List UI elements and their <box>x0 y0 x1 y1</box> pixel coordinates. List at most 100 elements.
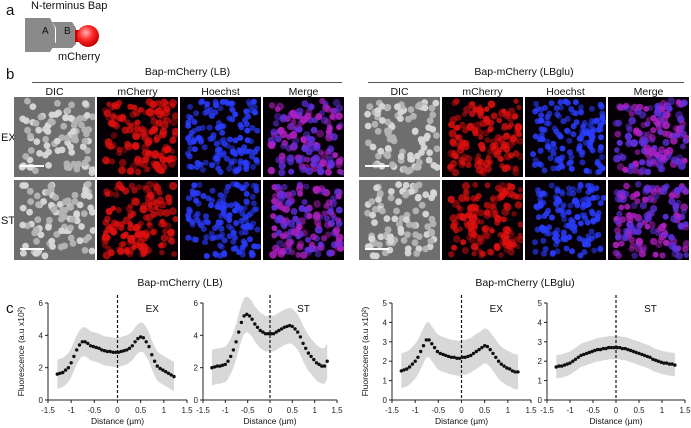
cell-mark <box>321 210 328 217</box>
cell-mark <box>628 162 635 170</box>
data-point <box>593 348 597 353</box>
cell-mark <box>461 111 468 117</box>
cell-mark <box>476 110 482 117</box>
cell-mark <box>160 234 169 242</box>
cell-mark <box>109 158 116 165</box>
cell-mark <box>228 160 235 167</box>
cell-mark <box>559 164 566 170</box>
cell-mark <box>335 220 343 228</box>
y-tick-label: 0 <box>194 396 199 405</box>
cell-mark <box>332 98 341 107</box>
cell-mark <box>535 214 542 221</box>
cell-mark <box>613 147 620 153</box>
cell-mark <box>646 157 653 165</box>
cell-mark <box>227 202 234 209</box>
cell-mark <box>433 132 440 139</box>
cell-mark <box>648 134 656 142</box>
cell-mark <box>67 114 75 122</box>
cell-mark <box>78 223 85 230</box>
data-point <box>212 365 217 369</box>
y-tick-label: 6 <box>39 299 44 308</box>
data-point <box>662 361 666 365</box>
cell-mark <box>503 152 512 161</box>
cell-mark <box>481 224 490 233</box>
cell-mark <box>594 213 601 220</box>
cell-mark <box>448 251 455 258</box>
cell-mark <box>106 101 112 107</box>
cell-mark <box>162 228 169 235</box>
cell-mark <box>467 219 476 227</box>
cell-mark <box>146 188 153 195</box>
cell-mark <box>384 226 392 234</box>
mcherry-shape <box>77 25 99 47</box>
cell-mark <box>300 136 307 143</box>
cell-mark <box>289 109 297 118</box>
cell-mark <box>320 116 329 124</box>
data-point <box>293 327 297 331</box>
cell-mark <box>254 226 261 233</box>
cell-mark <box>416 158 423 166</box>
micrograph-hoechst-ex <box>180 97 261 177</box>
cell-mark <box>634 228 642 236</box>
data-point <box>516 370 520 374</box>
cell-mark <box>536 161 543 167</box>
cell-mark <box>472 130 479 137</box>
cell-mark <box>578 109 584 116</box>
cell-mark <box>232 166 238 173</box>
cell-mark <box>539 224 545 231</box>
panel-b-letter: b <box>6 66 15 83</box>
construct-title: N-terminus Bap <box>31 0 108 12</box>
data-point <box>416 355 420 359</box>
cell-mark <box>145 166 151 172</box>
panel-a-letter: a <box>6 2 15 19</box>
data-point <box>169 373 173 377</box>
data-point <box>673 363 677 367</box>
cell-mark <box>487 119 495 127</box>
cell-mark <box>465 162 472 169</box>
cell-mark <box>159 249 165 256</box>
data-point <box>288 323 292 328</box>
cell-mark <box>247 236 253 243</box>
micrograph-merge-ex <box>263 97 344 177</box>
cell-mark <box>532 239 538 246</box>
cell-mark <box>599 114 606 121</box>
cell-mark <box>628 111 635 117</box>
cell-mark <box>384 118 392 126</box>
cell-mark <box>581 249 588 256</box>
cell-mark <box>418 139 426 146</box>
cell-mark <box>466 234 473 241</box>
cell-mark <box>196 181 203 188</box>
cell-mark <box>530 151 536 158</box>
data-point <box>229 354 233 359</box>
data-point <box>133 340 137 344</box>
cell-mark <box>632 168 639 175</box>
data-point <box>402 368 406 372</box>
cell-mark <box>647 194 655 202</box>
cell-mark <box>19 182 27 189</box>
cell-mark <box>612 119 620 127</box>
cell-mark <box>209 235 216 242</box>
data-point <box>239 320 244 325</box>
cell-mark <box>475 238 483 246</box>
data-point <box>444 353 448 358</box>
cell-mark <box>553 105 560 111</box>
cell-mark <box>667 97 676 106</box>
cell-mark <box>554 185 561 192</box>
cell-mark <box>651 159 659 167</box>
cell-mark <box>141 184 148 191</box>
cell-mark <box>238 217 245 224</box>
cell-mark <box>147 202 153 208</box>
data-point <box>301 341 305 346</box>
cell-mark <box>553 200 559 207</box>
cell-mark <box>290 228 298 236</box>
cell-mark <box>384 103 392 111</box>
cell-mark <box>109 141 117 150</box>
cell-mark <box>71 198 79 205</box>
data-point <box>277 328 281 333</box>
cell-mark <box>121 126 130 134</box>
cell-mark <box>89 227 95 234</box>
y-tick-label: 0 <box>538 396 543 405</box>
cell-mark <box>649 148 657 156</box>
cell-mark <box>85 180 92 188</box>
y-tick-label: 3 <box>383 338 388 347</box>
